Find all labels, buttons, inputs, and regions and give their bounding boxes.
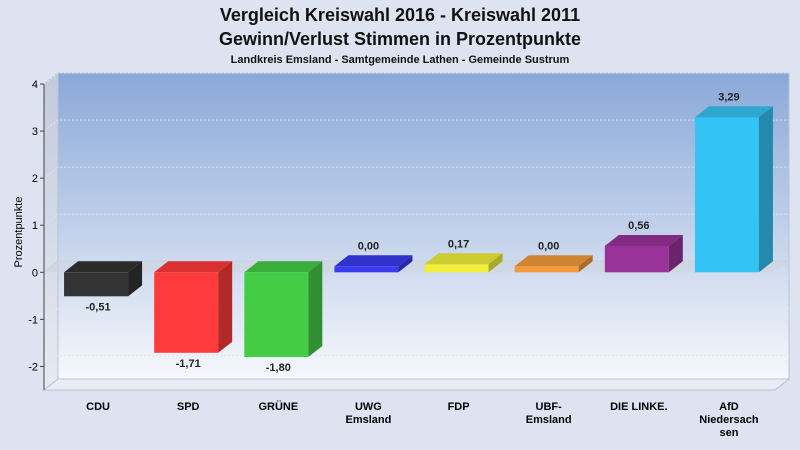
bar-front — [514, 266, 579, 273]
data-label: 3,29 — [718, 91, 739, 103]
bar-front — [334, 266, 399, 273]
floor — [42, 378, 791, 391]
bar-side — [578, 255, 593, 273]
x-tick-label: DIE LINKE. — [610, 401, 667, 413]
grid-line — [43, 213, 789, 226]
y-tick-label: -2 — [28, 361, 38, 373]
bar — [244, 261, 323, 358]
bar-top — [244, 261, 323, 273]
data-label: 0,00 — [538, 240, 559, 252]
data-label: 0,00 — [358, 240, 379, 252]
bar — [694, 106, 773, 273]
bar-side — [668, 234, 683, 273]
bar — [514, 255, 593, 273]
y-tick-label: 0 — [32, 267, 38, 279]
x-tick-label: Niedersach — [699, 414, 759, 426]
bar-front — [64, 272, 129, 297]
data-label: -1,80 — [266, 362, 291, 374]
x-tick-label: sen — [719, 427, 738, 439]
x-tick-label: SPD — [177, 401, 200, 413]
y-tick-label: 3 — [32, 126, 38, 138]
bar-side — [218, 261, 233, 353]
data-label: -1,71 — [176, 358, 201, 370]
bar-top — [64, 261, 143, 273]
x-tick-label: FDP — [448, 401, 470, 413]
y-tick-label: -1 — [28, 314, 38, 326]
data-label: -0,51 — [86, 301, 111, 313]
chart-region-subtitle: Landkreis Emsland - Samtgemeinde Lathen … — [230, 54, 570, 66]
data-label: 0,17 — [448, 238, 469, 250]
y-tick-label: 2 — [32, 173, 38, 185]
data-label: 0,56 — [628, 220, 649, 232]
x-tick-label: UWG — [355, 401, 382, 413]
x-tick-label: CDU — [86, 401, 110, 413]
bar-front — [244, 272, 309, 358]
bar-front — [604, 245, 669, 273]
grid-line — [43, 354, 789, 367]
y-axis: 4 3 2 1 0 -1 -2 — [28, 79, 45, 390]
bar — [154, 261, 233, 353]
x-tick-label: AfD — [719, 401, 739, 413]
bar-front — [424, 264, 489, 273]
bars: -0,51 -1,71 -1,80 0,00 0,17 0,00 0,56 3,29 — [64, 91, 773, 374]
bar-side — [128, 261, 143, 297]
bar — [64, 261, 143, 297]
plot-area — [42, 71, 791, 392]
chart-title: Vergleich Kreiswahl 2016 - Kreiswahl 201… — [219, 5, 581, 25]
y-tick-label: 4 — [32, 79, 38, 91]
bar-top — [694, 106, 773, 118]
bar-top — [154, 261, 233, 273]
bar-side — [308, 261, 323, 358]
x-tick-label: Emsland — [526, 414, 572, 426]
grid-line — [43, 307, 789, 320]
chart-subtitle: Gewinn/Verlust Stimmen in Prozentpunkte — [218, 29, 582, 49]
y-axis-label: Prozentpunkte — [13, 197, 25, 268]
bar — [334, 255, 413, 273]
grid-line — [43, 72, 789, 85]
bar-side — [398, 255, 413, 273]
x-tick-label: UBF- — [536, 401, 563, 413]
grid-line — [43, 119, 789, 132]
x-tick-label: Emsland — [346, 414, 392, 426]
bar-top — [424, 253, 503, 265]
bar-top — [514, 255, 593, 267]
bar-side — [488, 253, 503, 273]
bar — [424, 253, 503, 273]
bar-top — [604, 234, 683, 246]
bar-front — [694, 117, 759, 273]
bar-side — [758, 106, 773, 273]
bar-front — [154, 272, 219, 353]
left-wall — [43, 71, 59, 392]
grid-line — [43, 166, 789, 179]
bar — [604, 234, 683, 273]
y-tick-label: 1 — [32, 220, 38, 232]
x-tick-label: GRÜNE — [258, 400, 298, 413]
bar-top — [334, 255, 413, 267]
